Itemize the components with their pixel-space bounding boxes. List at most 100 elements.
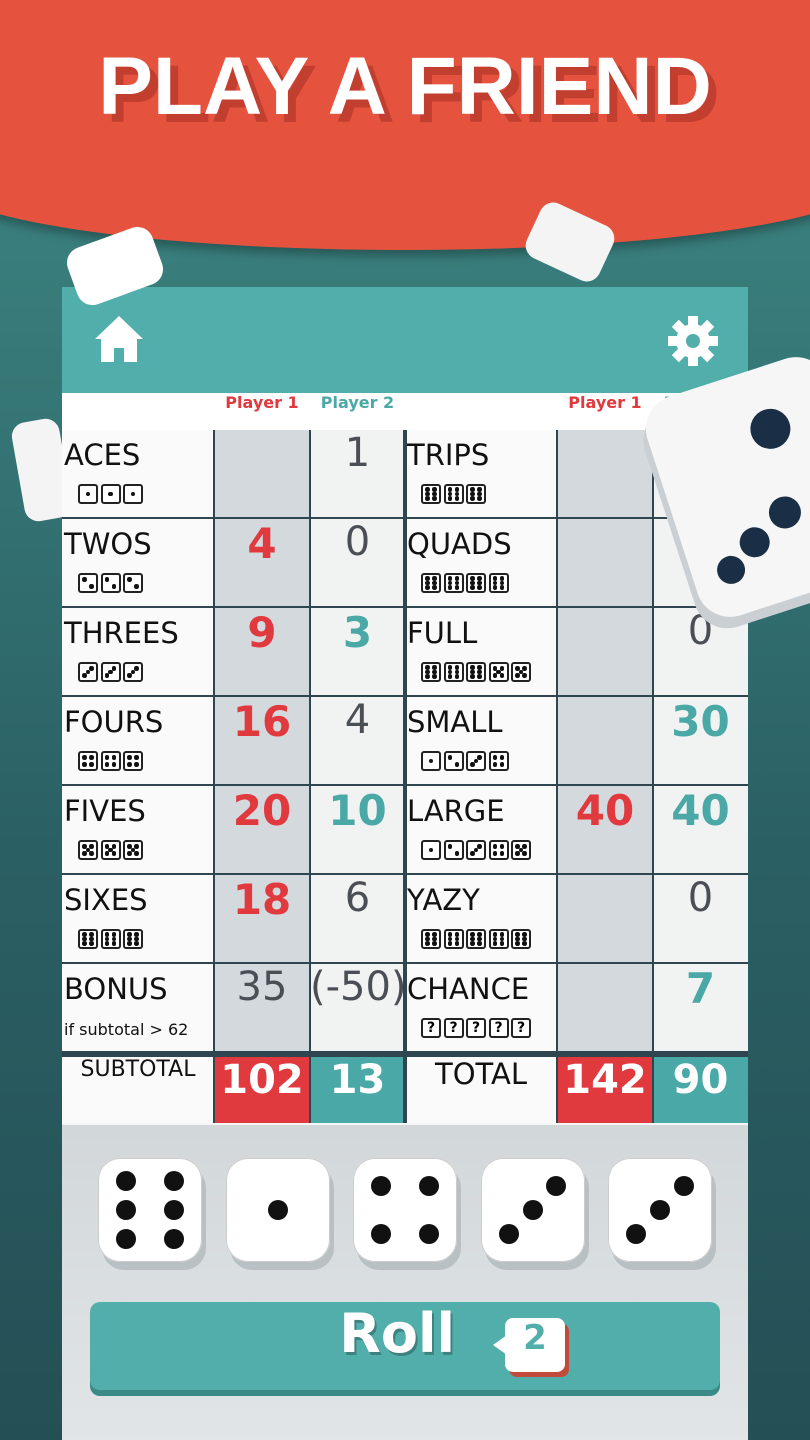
summary-score: 142 bbox=[557, 1057, 653, 1123]
die-icon bbox=[123, 662, 143, 682]
pip bbox=[470, 580, 475, 586]
rolled-die[interactable] bbox=[480, 1158, 585, 1262]
pip bbox=[89, 844, 94, 849]
pip bbox=[104, 577, 109, 582]
score: 40 bbox=[575, 786, 635, 835]
pip bbox=[470, 851, 475, 856]
rolled-die[interactable] bbox=[353, 1158, 457, 1262]
summary-label-cell: SUBTOTAL bbox=[62, 1057, 214, 1123]
pip bbox=[499, 666, 505, 671]
label-cell bbox=[405, 697, 557, 786]
score: 0 bbox=[687, 608, 714, 654]
column-header: Player 2 bbox=[320, 393, 395, 412]
pip bbox=[492, 844, 497, 849]
die-icon bbox=[488, 840, 509, 860]
pip bbox=[499, 580, 505, 586]
pip bbox=[522, 936, 527, 942]
pip bbox=[673, 1176, 694, 1197]
pip bbox=[515, 851, 520, 856]
pip bbox=[454, 491, 460, 497]
score: 40 bbox=[671, 786, 730, 835]
pip bbox=[425, 496, 430, 501]
die-icon bbox=[466, 929, 486, 949]
score: 1 bbox=[344, 430, 371, 476]
pip bbox=[89, 932, 94, 937]
die-icon bbox=[123, 484, 143, 504]
die-icon bbox=[100, 662, 121, 682]
pip bbox=[82, 762, 87, 767]
pip bbox=[134, 936, 139, 942]
pip bbox=[111, 584, 117, 589]
die-icon: ? bbox=[421, 1018, 441, 1038]
pip bbox=[104, 762, 109, 767]
rolled-die[interactable] bbox=[225, 1158, 330, 1262]
pip bbox=[104, 755, 109, 760]
home-button[interactable] bbox=[92, 312, 146, 366]
roll-button[interactable] bbox=[90, 1302, 720, 1390]
pip bbox=[477, 665, 482, 670]
die-icon bbox=[78, 662, 98, 682]
card-header bbox=[62, 287, 748, 393]
pip bbox=[499, 762, 505, 767]
rolled-die[interactable] bbox=[98, 1158, 202, 1262]
label-cell bbox=[62, 430, 214, 519]
pip bbox=[82, 932, 87, 937]
pip bbox=[477, 580, 482, 586]
pip bbox=[522, 941, 527, 946]
p2-cell bbox=[310, 430, 405, 519]
pip bbox=[454, 762, 460, 767]
pip bbox=[515, 844, 520, 849]
pip bbox=[104, 936, 109, 942]
pip bbox=[89, 755, 94, 760]
summary-top-line bbox=[62, 1053, 748, 1057]
label-cell bbox=[405, 519, 557, 608]
die-icon bbox=[443, 484, 464, 504]
settings-button[interactable] bbox=[666, 314, 720, 368]
label-cell bbox=[405, 786, 557, 875]
score bbox=[214, 430, 310, 519]
p1-cell bbox=[214, 608, 310, 697]
die-icon bbox=[421, 751, 441, 771]
pip bbox=[546, 1176, 567, 1197]
pip bbox=[454, 496, 460, 501]
die-icon bbox=[443, 929, 464, 949]
pip bbox=[418, 1176, 439, 1197]
row-note: if subtotal > 62 bbox=[64, 1020, 189, 1039]
score bbox=[557, 964, 653, 1053]
pip bbox=[111, 932, 117, 937]
pip bbox=[447, 576, 452, 581]
p2-cell bbox=[653, 608, 748, 697]
pip bbox=[111, 755, 117, 760]
label-cell bbox=[62, 964, 214, 1053]
pip bbox=[447, 936, 452, 942]
pip bbox=[470, 487, 475, 492]
row-name: TWOS bbox=[64, 527, 152, 561]
pip bbox=[432, 932, 437, 937]
p1-cell bbox=[557, 697, 653, 786]
pip bbox=[432, 580, 437, 586]
pip bbox=[492, 576, 497, 581]
pip bbox=[371, 1223, 392, 1244]
badge-pointer bbox=[493, 1335, 507, 1355]
rolled-die[interactable] bbox=[608, 1158, 712, 1262]
pip bbox=[134, 762, 139, 767]
pip bbox=[425, 487, 430, 492]
pip bbox=[111, 762, 117, 767]
column-header: Player 1 bbox=[568, 393, 642, 412]
row-name: THREES bbox=[64, 616, 179, 650]
score: 7 bbox=[685, 964, 716, 1013]
pip bbox=[499, 936, 505, 942]
pip bbox=[470, 941, 475, 946]
pip bbox=[104, 932, 109, 937]
row-line bbox=[405, 1051, 748, 1054]
die-icon bbox=[443, 840, 464, 860]
die-icon bbox=[123, 929, 143, 949]
pip bbox=[498, 1223, 519, 1244]
rolls-left-badge: 2 bbox=[505, 1318, 565, 1372]
column-line bbox=[213, 430, 215, 1123]
pip bbox=[111, 666, 117, 671]
pip bbox=[82, 844, 87, 849]
pip bbox=[85, 491, 91, 497]
pip bbox=[134, 851, 139, 856]
pip bbox=[127, 755, 132, 760]
